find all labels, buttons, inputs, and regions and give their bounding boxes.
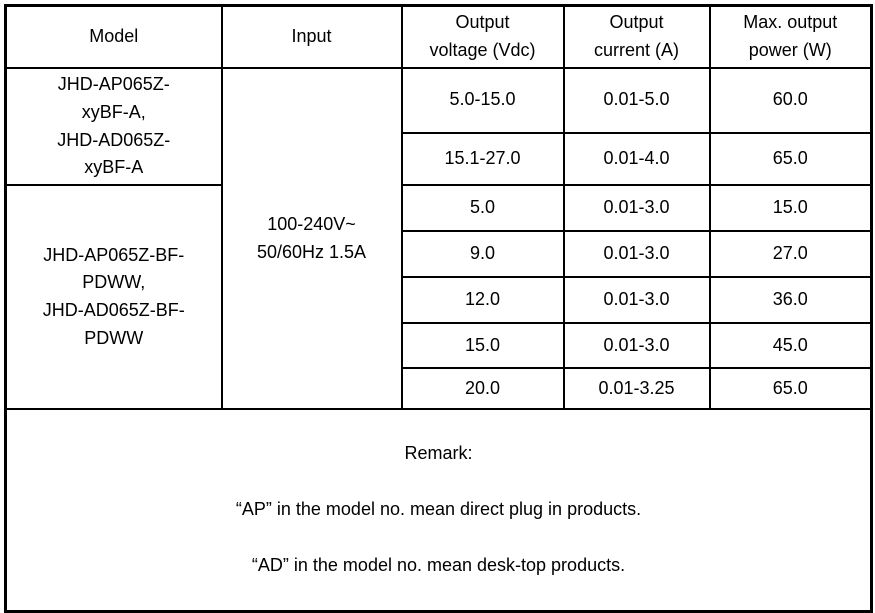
table-row: 12.0 0.01-3.0 36.0 xyxy=(6,276,873,325)
current-cell: 0.01-3.0 xyxy=(562,230,711,279)
current-cell: 0.01-3.0 xyxy=(562,276,711,325)
voltage-cell: 5.0 xyxy=(400,184,565,233)
column-header-output-current: Output current (A) xyxy=(562,4,711,69)
voltage-cell: 12.0 xyxy=(400,276,565,325)
input-cell: 100-240V~ 50/60Hz 1.5A xyxy=(220,66,403,411)
current-cell: 0.01-4.0 xyxy=(562,131,711,187)
current-cell: 0.01-3.0 xyxy=(562,184,711,233)
remark-cell: Remark: “AP” in the model no. mean direc… xyxy=(4,408,873,613)
voltage-cell: 20.0 xyxy=(400,367,565,411)
remark-row: Remark: “AP” in the model no. mean direc… xyxy=(4,408,873,613)
model-group-2-cell: JHD-AP065Z-BF- PDWW, JHD-AD065Z-BF- PDWW xyxy=(4,184,223,411)
current-cell: 0.01-3.0 xyxy=(562,322,711,370)
model-group-1-cell: JHD-AP065Z- xyBF-A, JHD-AD065Z- xyBF-A xyxy=(4,66,223,187)
current-cell: 0.01-3.25 xyxy=(562,367,711,411)
column-header-max-output-power: Max. output power (W) xyxy=(708,4,873,69)
column-header-model: Model xyxy=(4,4,223,69)
remark-line-2: “AD” in the model no. mean desk-top prod… xyxy=(251,554,626,575)
power-spec-table: Model Input Output voltage (Vdc) Output … xyxy=(4,4,873,613)
column-header-input: Input xyxy=(220,4,403,69)
table-row: 9.0 0.01-3.0 27.0 xyxy=(6,230,873,279)
table-row: 15.1-27.0 0.01-4.0 65.0 xyxy=(6,131,873,187)
power-cell: 15.0 xyxy=(708,184,873,233)
power-cell: 65.0 xyxy=(708,367,873,411)
voltage-cell: 15.1-27.0 xyxy=(400,131,565,187)
table-row: JHD-AP065Z-BF- PDWW, JHD-AD065Z-BF- PDWW… xyxy=(4,184,873,411)
column-header-output-voltage: Output voltage (Vdc) xyxy=(400,4,565,69)
header-row: Model Input Output voltage (Vdc) Output … xyxy=(4,4,873,69)
power-cell: 36.0 xyxy=(708,276,873,325)
power-cell: 27.0 xyxy=(708,230,873,279)
power-cell: 45.0 xyxy=(708,322,873,370)
current-cell: 0.01-5.0 xyxy=(562,66,711,134)
voltage-cell: 15.0 xyxy=(400,322,565,370)
power-cell: 65.0 xyxy=(708,131,873,187)
table-row: 20.0 0.01-3.25 65.0 xyxy=(6,367,873,411)
voltage-cell: 9.0 xyxy=(400,230,565,279)
table-row: JHD-AP065Z- xyBF-A, JHD-AD065Z- xyBF-A 1… xyxy=(4,66,873,411)
voltage-cell: 5.0-15.0 xyxy=(400,66,565,134)
table-row: 15.0 0.01-3.0 45.0 xyxy=(6,322,873,370)
remark-line-1: “AP” in the model no. mean direct plug i… xyxy=(235,499,642,520)
power-cell: 60.0 xyxy=(708,66,873,134)
remark-title: Remark: xyxy=(404,443,473,464)
page: Model Input Output voltage (Vdc) Output … xyxy=(4,4,873,613)
